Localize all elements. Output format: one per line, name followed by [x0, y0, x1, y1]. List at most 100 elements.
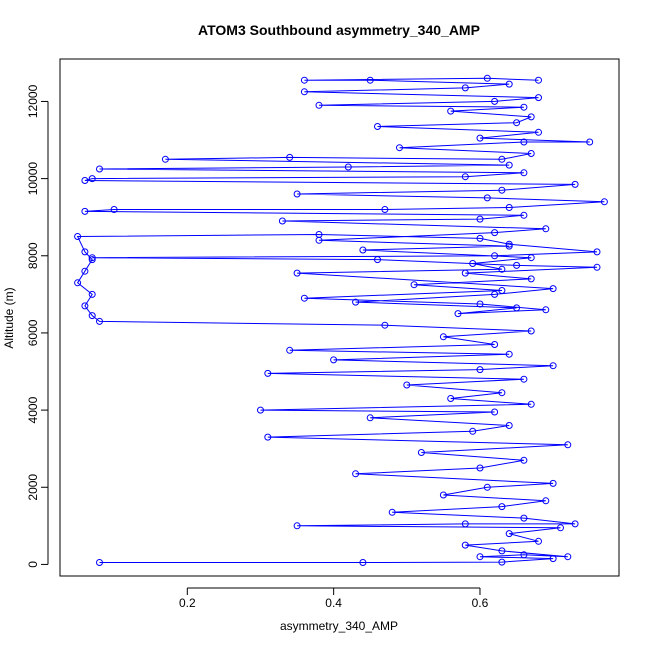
data-point [88, 256, 96, 264]
data-point [359, 559, 367, 566]
data-point [344, 163, 352, 171]
data-point [264, 433, 272, 441]
data-point [447, 107, 455, 115]
data-point [476, 366, 484, 374]
x-tick-label: 0.6 [472, 596, 489, 610]
data-point [88, 312, 96, 320]
data-point [535, 537, 542, 545]
data-point [505, 242, 513, 250]
data-point [461, 173, 469, 181]
data-point [505, 161, 513, 169]
data-point [564, 441, 572, 449]
data-point [366, 414, 374, 422]
data-point [461, 520, 469, 528]
data-point [286, 153, 294, 161]
data-point [88, 290, 96, 298]
data-point [527, 113, 535, 121]
plot-frame [59, 58, 620, 577]
data-point [315, 236, 323, 244]
data-point [439, 491, 447, 499]
data-point [491, 408, 499, 416]
data-point [396, 144, 403, 152]
data-point [74, 279, 82, 287]
data-point [300, 76, 308, 84]
data-point [491, 97, 499, 105]
data-point [454, 310, 462, 318]
data-point [505, 530, 513, 538]
data-point [535, 94, 542, 102]
data-point [535, 76, 542, 84]
data-point [439, 333, 447, 341]
data-point [461, 269, 469, 277]
data-point [542, 306, 550, 314]
data-point [564, 553, 572, 561]
data-series [74, 74, 608, 566]
data-point [483, 483, 491, 491]
data-point [81, 302, 89, 310]
data-point [257, 406, 264, 414]
data-point [491, 290, 499, 298]
data-point [96, 165, 103, 173]
data-point [505, 204, 513, 211]
data-point [476, 553, 484, 561]
data-point [593, 263, 601, 271]
data-point [498, 155, 506, 163]
data-point [520, 551, 528, 559]
data-point [278, 217, 286, 225]
y-tick-label: 6000 [26, 319, 40, 346]
data-point [535, 128, 542, 136]
data-point [88, 254, 96, 262]
data-point [498, 287, 506, 294]
data-point [549, 555, 557, 563]
data-point [549, 285, 557, 293]
y-tick-label: 0 [26, 561, 40, 568]
data-point [352, 470, 360, 478]
x-tick-label: 0.4 [325, 596, 342, 610]
data-point [520, 138, 528, 146]
data-point [557, 524, 564, 532]
data-point [505, 80, 513, 88]
data-point [513, 261, 521, 269]
data-point [505, 422, 513, 429]
data-point [476, 215, 484, 223]
data-point [549, 362, 557, 370]
data-point [417, 449, 425, 456]
y-tick-label: 12000 [26, 84, 40, 118]
data-point [461, 84, 469, 92]
data-point [527, 327, 535, 335]
data-point [410, 281, 418, 289]
data-point [74, 233, 82, 240]
data-point [293, 190, 301, 198]
data-point [527, 400, 535, 408]
data-point [374, 123, 381, 130]
data-point [498, 503, 506, 511]
data-point [81, 207, 89, 215]
data-point [300, 294, 308, 302]
data-point [81, 177, 89, 184]
data-point [374, 256, 381, 264]
data-point [542, 225, 550, 233]
data-point [520, 456, 528, 464]
y-tick-label: 8000 [26, 242, 40, 269]
data-point [110, 206, 118, 213]
data-point [359, 246, 367, 254]
data-point [571, 180, 579, 188]
data-point [520, 375, 528, 383]
data-point [483, 74, 491, 82]
data-point [381, 206, 389, 213]
data-point [586, 138, 594, 146]
data-point [483, 194, 491, 202]
data-point [352, 298, 360, 306]
data-point [505, 350, 513, 358]
data-point [293, 522, 301, 530]
data-point [593, 248, 601, 256]
data-point [161, 155, 169, 163]
data-point [96, 317, 103, 325]
data-point [600, 198, 608, 206]
data-point [491, 229, 499, 237]
data-point [461, 541, 469, 549]
y-axis-label: Altitude (m) [2, 287, 16, 348]
data-point [513, 119, 521, 127]
y-axis: 0 2000 4000 6000 8000 10000 12000 [26, 84, 49, 568]
